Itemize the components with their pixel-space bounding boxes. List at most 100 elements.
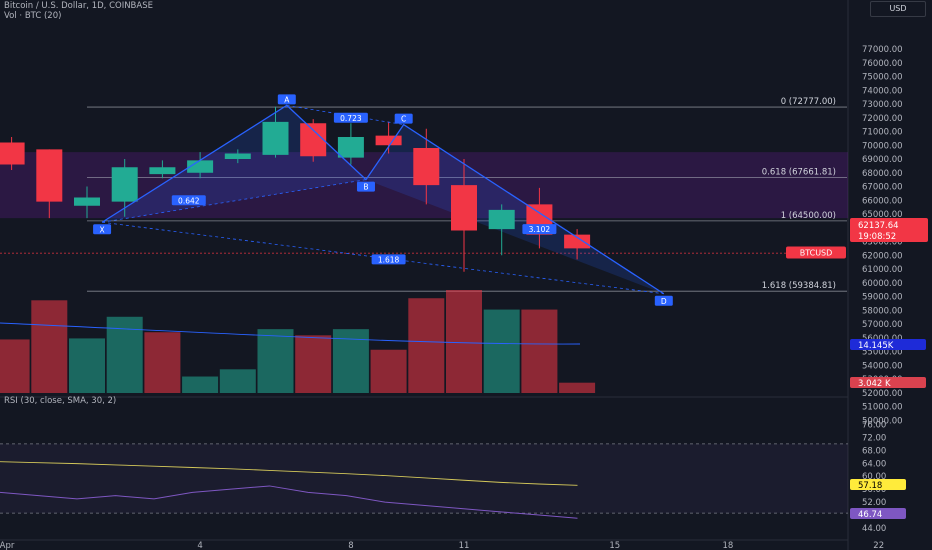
rsi-ma-tag: 57.18: [858, 481, 882, 491]
volume-tick-label: 57000.00: [862, 320, 903, 330]
rsi-band: [0, 443, 848, 514]
rsi-tick-label: 60.00: [862, 472, 886, 482]
pattern-ratio-label: 0.723: [340, 114, 362, 123]
rsi-ma-line: [0, 461, 578, 486]
rsi-title: RSI (30, close, SMA, 30, 2): [4, 396, 116, 406]
time-tick-label: 11: [459, 541, 470, 550]
pattern-ratio-label: 3.102: [529, 225, 551, 234]
volume-bar: [0, 339, 30, 393]
pattern-xb-dashed: [102, 179, 367, 223]
pattern-ratio-label: 0.642: [178, 196, 200, 205]
volume-bar: [521, 309, 558, 393]
pattern-point-label: B: [363, 183, 368, 192]
price-tick-label: 74000.00: [862, 86, 903, 96]
volume-bar: [257, 329, 294, 393]
pattern-point-label: A: [284, 95, 290, 104]
pattern-point-badge: [356, 181, 375, 192]
candle-body: [187, 160, 214, 173]
time-tick-label: 8: [348, 541, 353, 550]
volume-ma-tag-bg: [850, 339, 926, 350]
volume-bar: [408, 298, 445, 393]
candle-body: [451, 185, 477, 231]
rsi-tick-label: 56.00: [862, 485, 886, 495]
pattern-ratio-badge: [522, 224, 557, 235]
volume-tag-bg: [850, 377, 926, 388]
time-tick-label: 4: [197, 541, 202, 550]
price-tick-label: 67000.00: [862, 183, 903, 193]
time-tick-label: 18: [722, 541, 733, 550]
price-tick-label: 58000.00: [862, 306, 903, 316]
volume-bar: [559, 382, 596, 393]
rsi-tick-label: 68.00: [862, 446, 886, 456]
volume-tick-label: 54000.00: [862, 361, 903, 371]
harmonic-pattern-line: [101, 104, 665, 295]
price-tick-label: 59000.00: [862, 293, 903, 303]
symbol-title[interactable]: Bitcoin / U.S. Dollar, 1D, COINBASE: [4, 1, 153, 11]
fib-level-label: 0.618 (67661.81): [762, 167, 836, 177]
fib-level-label: 0 (72777.00): [781, 97, 836, 107]
candle-body: [224, 153, 251, 159]
candle-body: [0, 142, 25, 165]
rsi-tick-label: 64.00: [862, 459, 886, 469]
rsi-tick-label: 72.00: [862, 433, 886, 443]
price-tick-label: 73000.00: [862, 100, 903, 110]
candle-body: [337, 137, 364, 158]
volume-indicator-title[interactable]: Vol · BTC (20): [4, 11, 62, 21]
price-tick-label: 76000.00: [862, 59, 903, 69]
volume-bar: [446, 290, 482, 393]
pattern-point-badge: [93, 224, 112, 235]
volume-tick-label: 51000.00: [862, 403, 903, 413]
pattern-point-badge: [394, 113, 413, 124]
pattern-point-badge: [654, 295, 673, 306]
candle-body: [488, 209, 515, 230]
fib-level-label: 1.618 (59384.81): [762, 281, 836, 291]
price-tick-label: 60000.00: [862, 279, 903, 289]
price-tick-label: 68000.00: [862, 169, 903, 179]
volume-bar: [370, 349, 407, 393]
pattern-ratio-label: 1.618: [378, 255, 400, 264]
price-tick-label: 77000.00: [862, 45, 903, 55]
volume-bar: [31, 300, 68, 393]
volume-bar: [483, 309, 520, 393]
pattern-ratio-badge: [171, 195, 206, 206]
volume-tick-label: 55000.00: [862, 348, 903, 358]
last-price-label: 62137.64: [858, 221, 899, 231]
rsi-tick-label: 76.00: [862, 420, 886, 430]
candle-body: [36, 149, 63, 202]
rsi-value-tag-bg: [850, 508, 906, 519]
pattern-point-label: D: [661, 297, 667, 306]
candle-body: [262, 121, 289, 155]
volume-bar: [182, 376, 219, 393]
volume-bar: [219, 369, 256, 393]
price-tick-label: 72000.00: [862, 114, 903, 124]
pattern-ratio-badge: [333, 112, 368, 123]
pattern-point-label: X: [100, 225, 105, 234]
pattern-bcd-fill: [365, 124, 664, 294]
candle-body: [413, 148, 440, 186]
fib-level-label: 1 (64500.00): [781, 211, 836, 221]
price-tick-label: 63000.00: [862, 238, 903, 248]
pattern-point-badge: [277, 94, 296, 105]
candle-body: [564, 234, 591, 249]
pattern-xab-fill: [102, 105, 366, 223]
countdown-label: 19:08:52: [858, 232, 896, 242]
price-tick-label: 69000.00: [862, 155, 903, 165]
price-tick-label: 75000.00: [862, 73, 903, 83]
volume-ma-tag: 14.145K: [858, 341, 894, 351]
price-tick-label: 62000.00: [862, 251, 903, 261]
candle-body: [111, 167, 138, 202]
volume-bar: [69, 338, 105, 393]
candle-body: [375, 135, 402, 146]
last-price-bg: [850, 218, 928, 242]
candle-body: [74, 197, 100, 206]
rsi-value-tag: 46.74: [858, 510, 882, 520]
currency-button[interactable]: USD: [870, 1, 926, 17]
volume-bar: [144, 332, 181, 393]
pattern-ratio-badge: [371, 254, 406, 265]
volume-bar: [295, 335, 332, 393]
rsi-ma-tag-bg: [850, 479, 906, 490]
rsi-tick-label: 44.00: [862, 524, 886, 534]
symbol-tag-bg: [786, 246, 846, 259]
volume-tag: 3.042 K: [858, 379, 891, 389]
